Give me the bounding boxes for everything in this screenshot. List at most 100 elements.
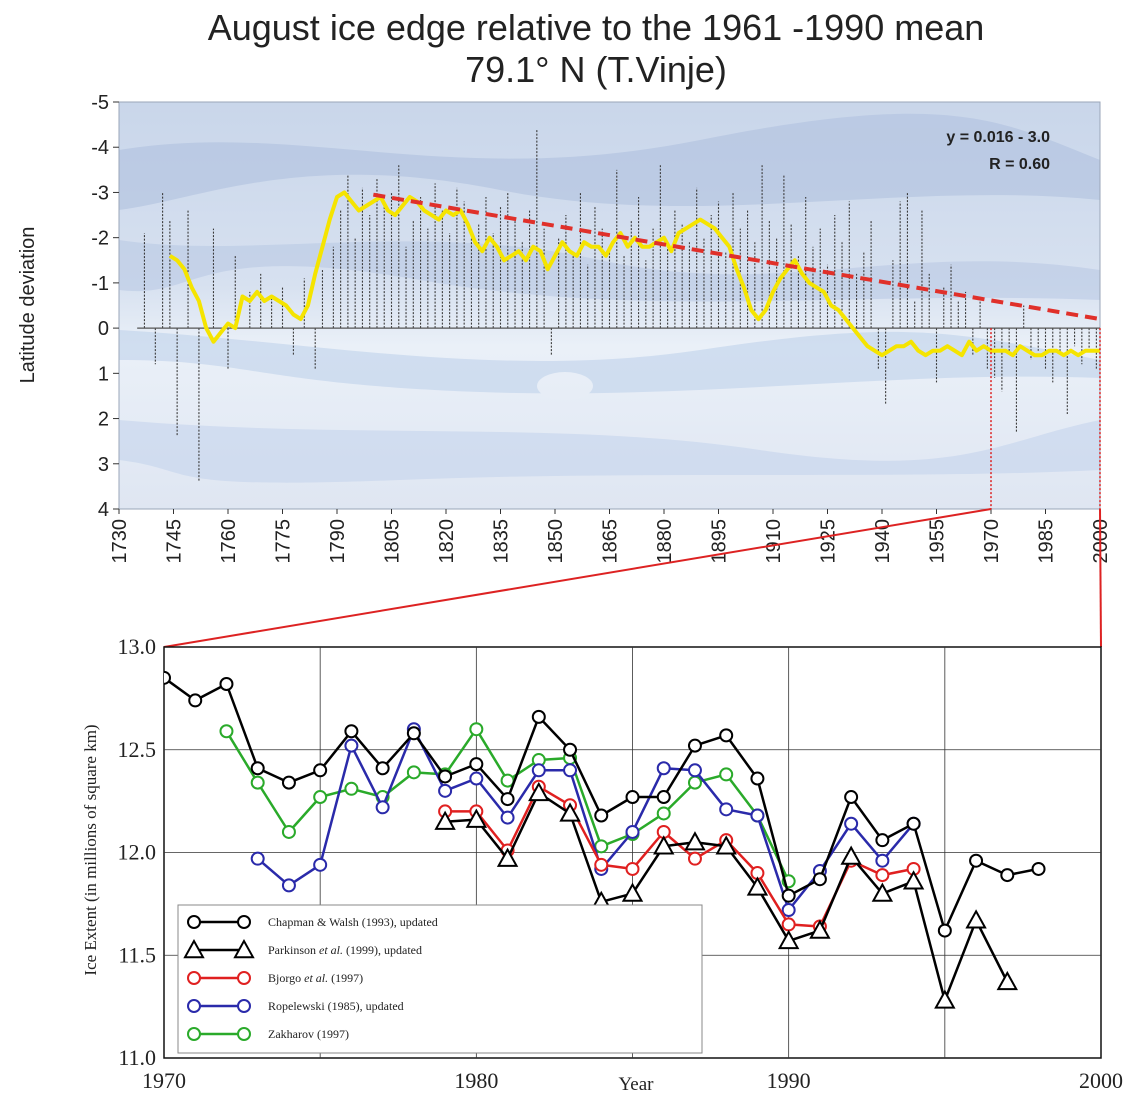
series-line: [256, 727, 915, 912]
data-point: [715, 835, 737, 855]
data-point: [812, 872, 827, 887]
legend-label: Parkinson et al. (1999), updated: [268, 943, 422, 957]
data-point: [653, 835, 675, 855]
data-point: [746, 876, 769, 896]
data-point: [625, 824, 640, 839]
data-point: [625, 861, 640, 876]
bottom-ytick-label: 12.5: [118, 737, 157, 762]
data-point: [781, 903, 796, 918]
data-point: [469, 757, 484, 772]
top-y-axis: -5 -4 -3 -2 -1 0 1 2 3 4: [91, 92, 119, 521]
data-point: [621, 882, 644, 902]
data-point: [871, 882, 894, 902]
smoothed-deviation-line: [168, 190, 1100, 358]
legend-marker: [187, 999, 201, 1013]
top-xtick-label: 1940: [872, 519, 894, 564]
bottom-xtick-label: 1970: [142, 1068, 186, 1093]
legend-label-part: Bjorgo: [268, 971, 304, 985]
bottom-xtick-label: 1980: [454, 1068, 498, 1093]
top-xtick-label: 1895: [709, 519, 731, 564]
data-point: [777, 929, 800, 950]
top-ytick-label: 4: [98, 499, 109, 521]
data-point: [406, 765, 421, 780]
top-xtick-label: 1775: [273, 519, 295, 564]
bottom-x-axis-label: Year: [618, 1074, 654, 1095]
top-ytick-label: -4: [91, 137, 109, 159]
data-point: [840, 845, 862, 865]
legend-marker: [237, 999, 251, 1013]
bottom-xtick-label: 1990: [767, 1068, 811, 1093]
data-point: [875, 868, 890, 883]
data-point: [937, 923, 952, 938]
top-xtick-label: 1910: [763, 519, 785, 564]
data-point: [250, 761, 265, 776]
top-y-axis-label: Latitude deviation: [17, 227, 39, 384]
top-xtick-label: 1850: [545, 519, 567, 564]
legend-item: Zakharov (1997): [187, 1027, 349, 1041]
data-point: [844, 790, 859, 805]
data-point: [531, 763, 546, 778]
legend-item: Parkinson et al. (1999), updated: [183, 938, 422, 959]
legend-label-part: (1999), updated: [343, 943, 422, 957]
data-point: [250, 851, 265, 866]
data-point: [281, 878, 296, 893]
data-point: [438, 769, 453, 784]
data-point: [1000, 868, 1015, 883]
legend-marker: [183, 938, 205, 959]
data-point: [656, 761, 671, 776]
legend-item: Chapman & Walsh (1993), updated: [187, 915, 438, 929]
data-point: [563, 742, 578, 757]
legend-label: Zakharov (1997): [268, 1027, 349, 1041]
data-point: [500, 792, 515, 807]
bottom-ytick-label: 11.5: [118, 942, 156, 967]
legend-label-italic: et al.: [319, 943, 343, 957]
legend-label: Chapman & Walsh (1993), updated: [268, 915, 438, 929]
top-ytick-label: 3: [98, 454, 109, 476]
top-chart-title-line2: 79.1° N (T.Vinje): [465, 49, 727, 90]
zoom-connector-line: [1099, 508, 1102, 648]
zoom-connector-line: [163, 508, 992, 648]
data-point: [164, 670, 171, 685]
top-xtick-label: 1790: [327, 519, 349, 564]
top-xtick-label: 1745: [164, 519, 186, 564]
bottom-ytick-label: 13.0: [118, 634, 157, 659]
data-point: [313, 763, 328, 778]
data-point: [902, 870, 925, 890]
legend-label-part: (1997): [328, 971, 363, 985]
data-point: [687, 775, 702, 790]
data-point: [1031, 861, 1046, 876]
data-point: [594, 808, 609, 823]
legend-marker: [187, 915, 201, 929]
data-point: [559, 802, 581, 822]
legend-marker: [237, 971, 251, 985]
data-point: [496, 847, 519, 867]
data-point: [875, 853, 890, 868]
legend-marker: [237, 915, 251, 929]
data-point: [281, 775, 296, 790]
top-xtick-label: 1955: [927, 519, 949, 564]
data-point: [469, 722, 484, 737]
data-point: [563, 763, 578, 778]
legend-label-italic: et al.: [304, 971, 328, 985]
legend-marker: [237, 1027, 251, 1041]
top-series-lines: [168, 190, 1100, 358]
top-xtick-label: 1985: [1036, 519, 1058, 564]
bottom-xtick-label: 2000: [1079, 1068, 1123, 1093]
data-point: [687, 738, 702, 753]
series-1: [434, 781, 1018, 1009]
trend-line: [372, 192, 1100, 322]
data-point: [719, 802, 734, 817]
top-chart-title-line1: August ice edge relative to the 1961 -19…: [208, 7, 985, 48]
top-ytick-label: -5: [91, 92, 109, 114]
data-point: [687, 851, 702, 866]
data-point: [934, 989, 956, 1009]
top-ytick-label: 0: [98, 318, 109, 340]
data-point: [188, 693, 203, 708]
top-ytick-label: -2: [91, 228, 109, 250]
data-point: [996, 970, 1018, 991]
top-xtick-label: 1730: [109, 519, 131, 564]
data-point: [313, 857, 328, 872]
data-point: [625, 790, 640, 805]
top-xtick-label: 1805: [382, 519, 404, 564]
